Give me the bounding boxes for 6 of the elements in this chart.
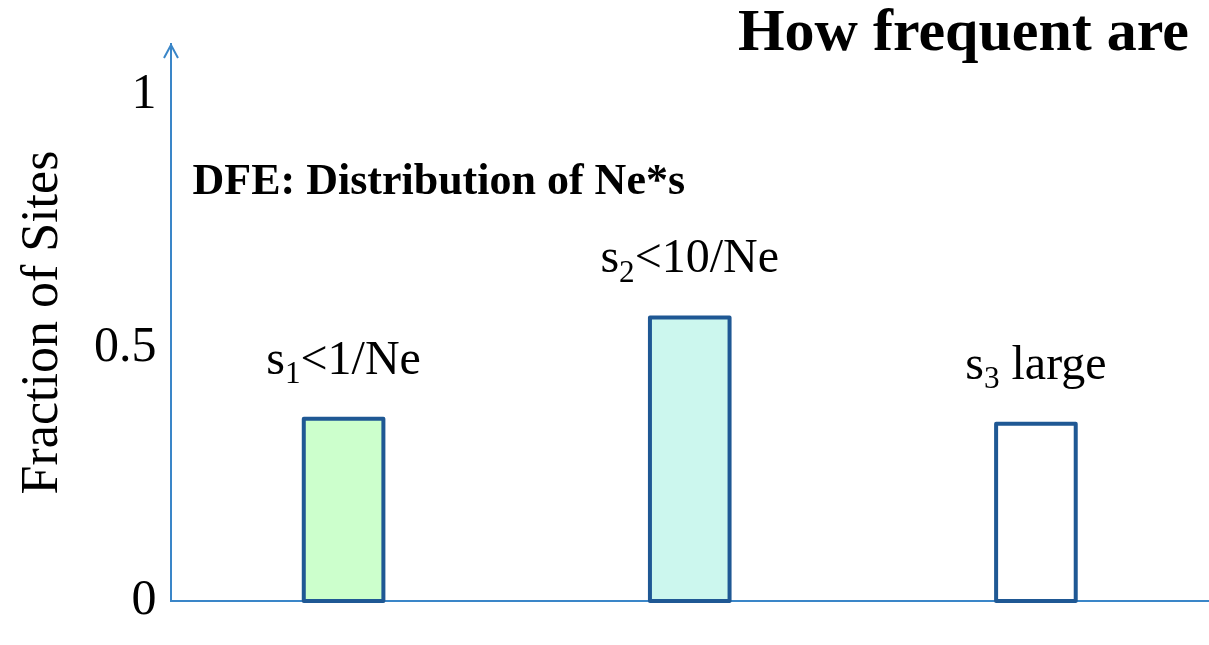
chart-title: How frequent are: [737, 0, 1189, 63]
y-axis-title: Fraction of Sites: [10, 150, 70, 495]
y-tick-label: 0.5: [94, 315, 157, 372]
y-tick-label: 1: [131, 62, 157, 119]
annotation: DFE: Distribution of Ne*s: [192, 155, 686, 204]
y-tick-label: 0: [131, 569, 157, 626]
